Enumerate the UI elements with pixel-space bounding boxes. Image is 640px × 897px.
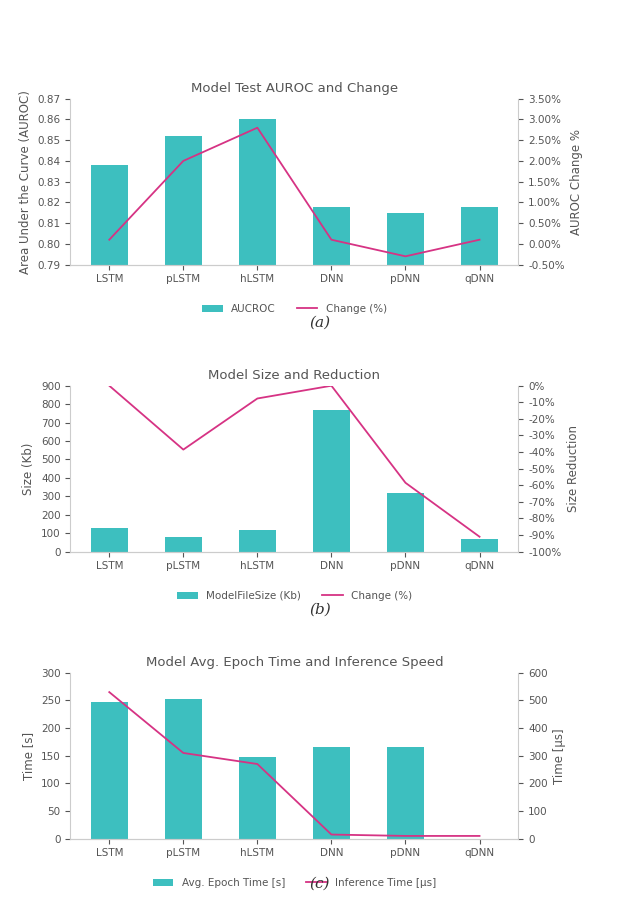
Text: (a): (a)	[309, 316, 331, 330]
Title: Model Avg. Epoch Time and Inference Speed: Model Avg. Epoch Time and Inference Spee…	[145, 656, 444, 669]
Bar	[239, 119, 276, 897]
Y-axis label: Time [s]: Time [s]	[22, 732, 35, 779]
Y-axis label: Time [μs]: Time [μs]	[554, 727, 566, 784]
Y-axis label: AUROC Change %: AUROC Change %	[570, 128, 583, 235]
Bar	[91, 702, 128, 839]
Bar	[387, 492, 424, 552]
Bar	[91, 527, 128, 552]
Text: (b): (b)	[309, 603, 331, 617]
Title: Model Size and Reduction: Model Size and Reduction	[209, 369, 380, 382]
Bar	[239, 757, 276, 839]
Bar	[91, 165, 128, 897]
Bar	[239, 529, 276, 552]
Legend: ModelFileSize (Kb), Change (%): ModelFileSize (Kb), Change (%)	[173, 587, 416, 605]
Bar	[461, 206, 498, 897]
Bar	[313, 747, 350, 839]
Bar	[387, 747, 424, 839]
Bar	[313, 410, 350, 552]
Bar	[165, 136, 202, 897]
Title: Model Test AUROC and Change: Model Test AUROC and Change	[191, 82, 398, 95]
Y-axis label: Area Under the Curve (AUROC): Area Under the Curve (AUROC)	[19, 90, 32, 274]
Bar	[461, 539, 498, 552]
Text: (c): (c)	[310, 876, 330, 891]
Y-axis label: Size Reduction: Size Reduction	[567, 425, 580, 512]
Bar	[165, 700, 202, 839]
Bar	[387, 213, 424, 897]
Legend: Avg. Epoch Time [s], Inference Time [μs]: Avg. Epoch Time [s], Inference Time [μs]	[148, 874, 440, 893]
Legend: AUCROC, Change (%): AUCROC, Change (%)	[198, 300, 391, 318]
Y-axis label: Size (Kb): Size (Kb)	[22, 442, 35, 495]
Bar	[165, 537, 202, 552]
Bar	[313, 206, 350, 897]
